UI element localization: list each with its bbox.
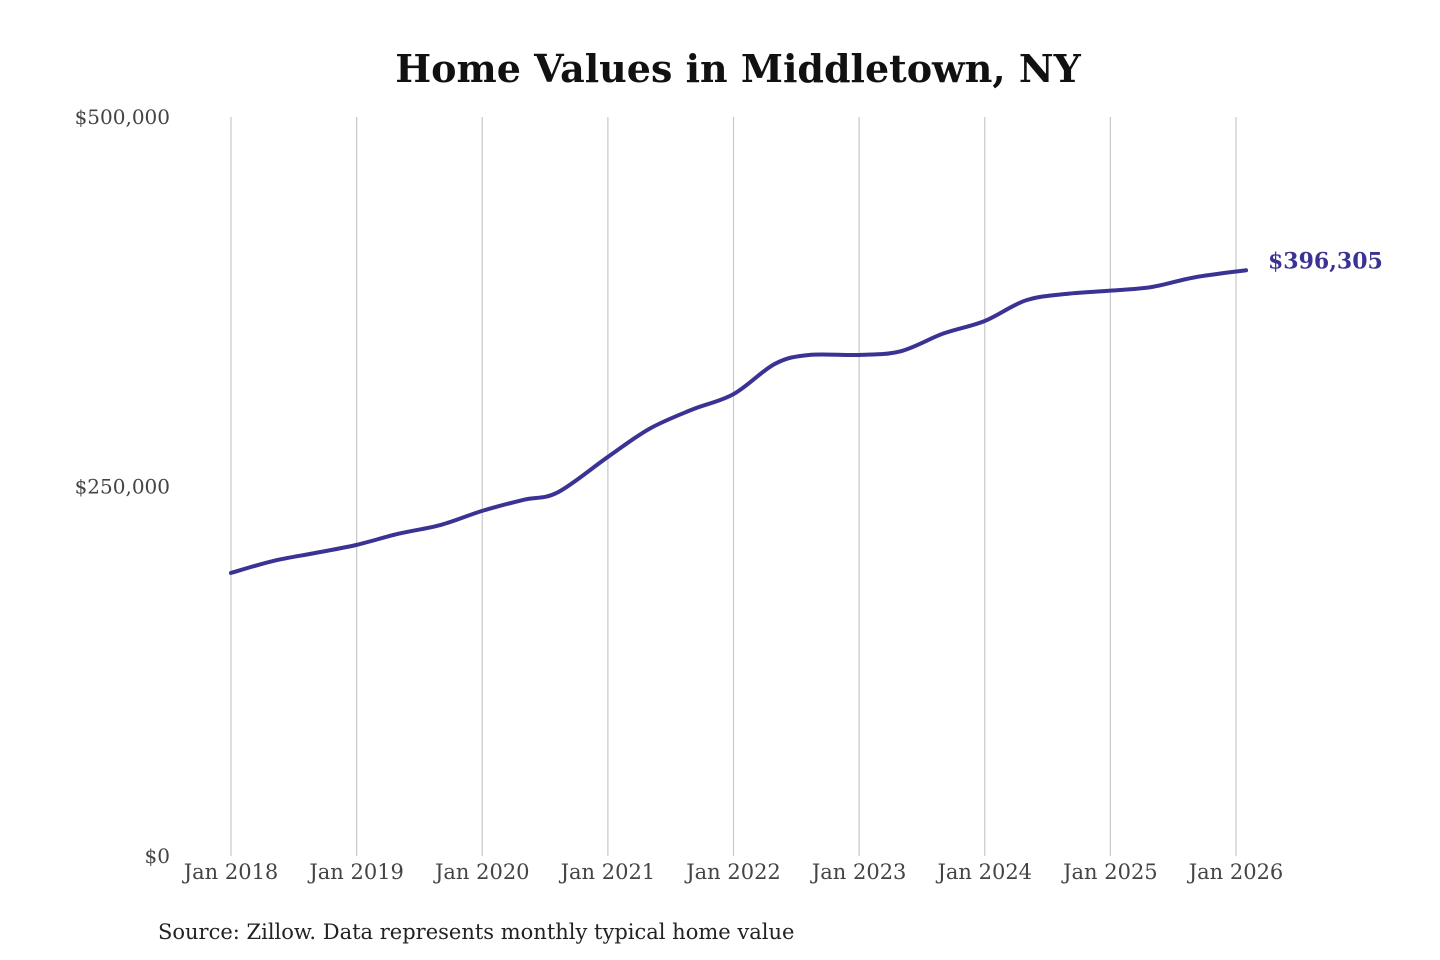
x-tick-label: Jan 2019 — [307, 860, 404, 884]
y-axis: $0 $250,000 $500,000 — [75, 105, 170, 868]
chart-title: Home Values in Middletown, NY — [395, 46, 1081, 91]
y-tick-label: $0 — [145, 844, 170, 868]
x-tick-label: Jan 2021 — [559, 860, 656, 884]
series-layer — [229, 268, 1249, 575]
x-tick-label: Jan 2026 — [1187, 860, 1284, 884]
x-tick-label: Jan 2024 — [935, 860, 1032, 884]
x-tick-label: Jan 2020 — [433, 860, 530, 884]
x-tick-label: Jan 2018 — [182, 860, 279, 884]
y-tick-label: $250,000 — [75, 475, 170, 499]
last-value-label: $396,305 — [1268, 248, 1383, 274]
grid-lines — [230, 117, 1237, 856]
x-tick-label: Jan 2023 — [810, 860, 907, 884]
x-tick-label: Jan 2025 — [1061, 860, 1158, 884]
x-axis: Jan 2018 Jan 2019 Jan 2020 Jan 2021 Jan 2022… — [182, 860, 1284, 884]
y-tick-label: $500,000 — [75, 105, 170, 129]
x-tick-label: Jan 2022 — [684, 860, 781, 884]
series-line-home-value — [229, 268, 1249, 575]
source-note: Source: Zillow. Data represents monthly … — [158, 920, 794, 944]
